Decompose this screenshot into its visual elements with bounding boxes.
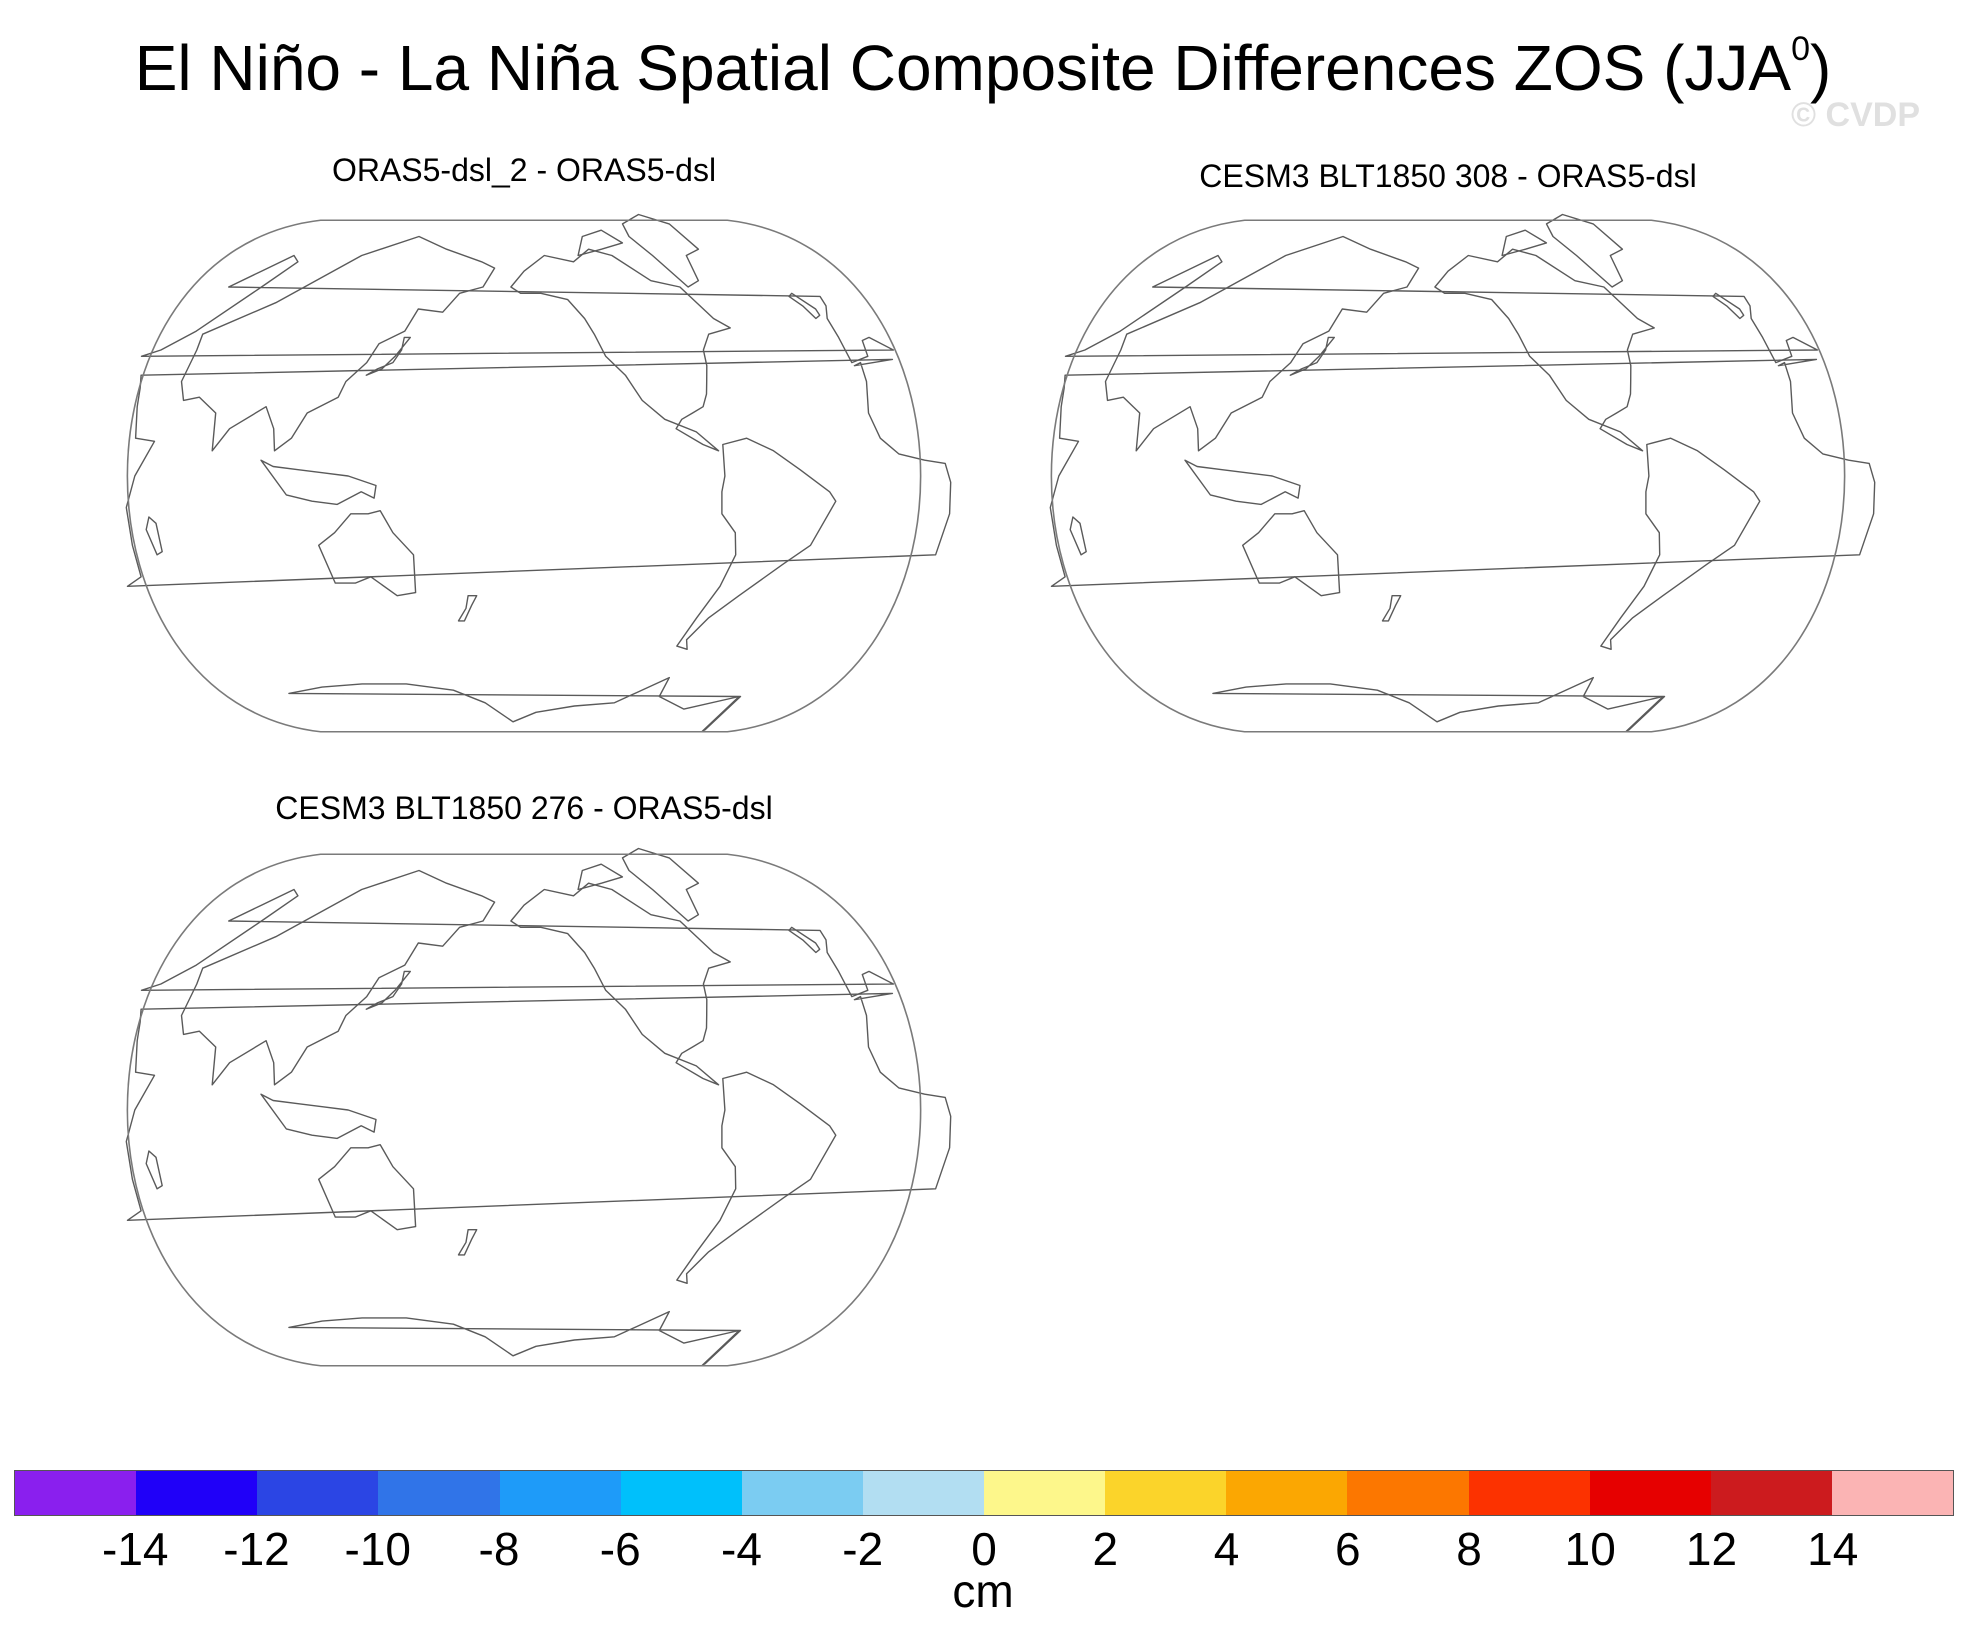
colorbar-box bbox=[1831, 1471, 1953, 1515]
map-boundary bbox=[126, 219, 922, 733]
coastline-north-america bbox=[510, 882, 731, 1086]
cvdp-watermark: © CVDP bbox=[1791, 96, 1920, 134]
colorbar-tick-label: 12 bbox=[1685, 1523, 1738, 1575]
colorbar-tick-label: -4 bbox=[721, 1523, 762, 1575]
coastline-africa bbox=[125, 992, 952, 1221]
colorbar-box bbox=[136, 1471, 258, 1515]
colorbar-box bbox=[1710, 1471, 1832, 1515]
coastline-japan bbox=[365, 336, 411, 376]
colorbar-box bbox=[862, 1471, 984, 1515]
coastline-arctic-islands bbox=[1501, 229, 1548, 257]
coastline-asia bbox=[180, 869, 496, 1086]
coastline-japan bbox=[1289, 336, 1335, 376]
colorbar-tick-label: 8 bbox=[1456, 1523, 1482, 1575]
colorbar bbox=[14, 1470, 1954, 1516]
coastline-africa bbox=[1049, 358, 1876, 587]
coastline-uk bbox=[1712, 292, 1745, 320]
coastline-new-zealand bbox=[457, 1229, 478, 1256]
colorbar-tick-label: 6 bbox=[1334, 1523, 1361, 1575]
figure-title: El Niño - La Niña Spatial Composite Diff… bbox=[134, 30, 1832, 104]
panel-1-title: ORAS5-dsl_2 - ORAS5-dsl bbox=[331, 152, 717, 188]
panel-3-title: CESM3 BLT1850 276 - ORAS5-dsl bbox=[275, 790, 773, 826]
colorbar-box bbox=[741, 1471, 863, 1515]
coastline-greenland bbox=[621, 213, 700, 288]
coastline-indonesia bbox=[1184, 459, 1301, 506]
coastline-indonesia bbox=[260, 459, 377, 506]
coastline-antarctica bbox=[288, 676, 742, 754]
map-boundary bbox=[1050, 219, 1846, 733]
coastline-australia bbox=[1242, 510, 1341, 597]
coastline-madagascar bbox=[1069, 516, 1087, 556]
colorbar-labels: -14 -12 -10 -8 -6 -4 -2 0 2 4 6 8 10 12 14 bbox=[0, 1522, 1966, 1582]
coastline-antarctica bbox=[1212, 676, 1666, 754]
colorbar-box bbox=[1226, 1471, 1348, 1515]
panel-2-title: CESM3 BLT1850 308 - ORAS5-dsl bbox=[1199, 158, 1697, 194]
coastline-north-america bbox=[1434, 248, 1655, 452]
coastline-new-zealand bbox=[457, 595, 478, 622]
panel-1-map bbox=[125, 213, 952, 754]
coastline-madagascar bbox=[145, 516, 163, 556]
coastline-asia bbox=[1104, 235, 1420, 452]
colorbar-box bbox=[378, 1471, 500, 1515]
panel-3-map bbox=[125, 847, 952, 1388]
colorbar-tick-label: 10 bbox=[1564, 1523, 1616, 1575]
coastline-arctic-islands bbox=[577, 229, 624, 257]
coastline-australia bbox=[318, 510, 417, 597]
coastline-europe bbox=[140, 254, 895, 364]
coastline-greenland bbox=[1545, 213, 1624, 288]
colorbar-units: cm bbox=[952, 1565, 1014, 1617]
coastline-south-america bbox=[1600, 437, 1761, 650]
colorbar-box bbox=[984, 1471, 1106, 1515]
coastline-europe bbox=[1064, 254, 1819, 364]
coastline-japan bbox=[365, 970, 411, 1010]
colorbar-box bbox=[257, 1471, 379, 1515]
coastline-north-america bbox=[510, 248, 731, 452]
coastline-australia bbox=[318, 1144, 417, 1231]
coastline-new-zealand bbox=[1381, 595, 1402, 622]
colorbar-box bbox=[1468, 1471, 1590, 1515]
colorbar-tick-label: -12 bbox=[223, 1523, 290, 1575]
colorbar-tick-label: -2 bbox=[842, 1523, 884, 1575]
coastline-uk bbox=[788, 292, 821, 320]
colorbar-box bbox=[620, 1471, 742, 1515]
coastline-madagascar bbox=[145, 1150, 163, 1190]
panel-2-map bbox=[1049, 213, 1876, 754]
coastline-south-america bbox=[676, 437, 837, 650]
coastline-uk bbox=[788, 926, 821, 954]
coastline-africa bbox=[125, 358, 952, 587]
map-boundary bbox=[126, 853, 922, 1367]
colorbar-tick-label: -14 bbox=[102, 1523, 169, 1575]
colorbar-tick-label: 0 bbox=[971, 1523, 997, 1575]
coastline-indonesia bbox=[260, 1093, 377, 1140]
colorbar-box bbox=[15, 1471, 137, 1515]
colorbar-tick-label: -6 bbox=[599, 1523, 641, 1575]
colorbar-box bbox=[499, 1471, 621, 1515]
coastline-europe bbox=[140, 888, 895, 998]
coastline-greenland bbox=[621, 847, 700, 922]
colorbar-box bbox=[1589, 1471, 1711, 1515]
coastline-asia bbox=[180, 235, 496, 452]
colorbar-box bbox=[1105, 1471, 1227, 1515]
colorbar-box bbox=[1347, 1471, 1469, 1515]
coastline-arctic-islands bbox=[577, 863, 624, 891]
colorbar-tick-label: 4 bbox=[1213, 1523, 1240, 1575]
colorbar-tick-label: 14 bbox=[1807, 1523, 1859, 1575]
colorbar-tick-label: 2 bbox=[1092, 1523, 1119, 1575]
colorbar-tick-label: -10 bbox=[344, 1523, 411, 1575]
coastline-antarctica bbox=[288, 1310, 742, 1388]
coastline-south-america bbox=[676, 1071, 837, 1284]
colorbar-tick-label: -8 bbox=[478, 1523, 520, 1575]
